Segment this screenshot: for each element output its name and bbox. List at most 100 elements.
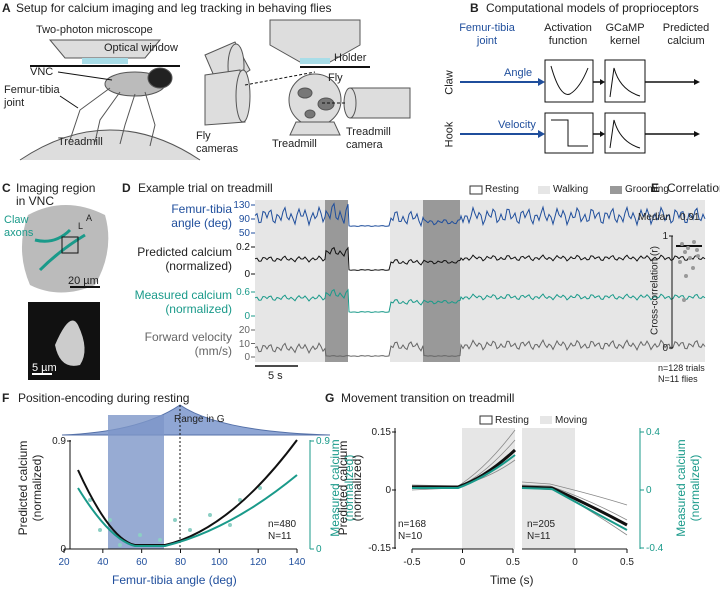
tick-label: 0: [244, 269, 250, 280]
input-label: Velocity: [498, 119, 536, 131]
tick-label: 130: [233, 200, 250, 211]
camera-illustration: [204, 19, 411, 136]
tick-label: 0: [572, 557, 578, 568]
tick-label: 0: [60, 544, 66, 555]
orientation: L: [78, 221, 84, 231]
value: 0.91: [680, 212, 700, 223]
tick-label: 140: [288, 557, 306, 568]
tick-label: 40: [97, 557, 109, 568]
y-label: Cross-correlation (r): [649, 246, 661, 335]
tick-label: 0: [244, 311, 250, 322]
x-label: Femur-tibia angle (deg): [112, 573, 237, 587]
panel-title: Imaging region in VNC: [16, 181, 96, 208]
tick-label: 0.5: [506, 557, 520, 568]
count: N=10: [398, 531, 423, 542]
label: Treadmill camera: [346, 126, 391, 151]
traces: [254, 202, 706, 357]
tick-label: 120: [249, 557, 267, 568]
header: Predicted calcium: [662, 22, 710, 47]
panel-title: Movement transition on treadmill: [341, 391, 515, 405]
scale-label: 5 s: [268, 370, 283, 382]
orientation: A: [86, 213, 93, 223]
tick-label: 100: [210, 557, 228, 568]
label: Treadmill: [272, 138, 317, 150]
trace: [254, 338, 706, 357]
setup-illustration: [19, 39, 201, 161]
behavior-shading: [255, 185, 705, 367]
trace: [254, 246, 706, 271]
row-label: Forward velocity (mm/s): [144, 330, 232, 358]
count: n=205: [527, 519, 556, 530]
header: Activation function: [544, 22, 592, 47]
trace: [254, 202, 706, 228]
panel-title: Position-encoding during resting: [18, 391, 190, 405]
tick-label: 10: [238, 338, 250, 350]
tick-label: 50: [238, 228, 250, 239]
legend-label: Walking: [553, 184, 589, 195]
row-label: Claw: [443, 70, 456, 95]
row-label: Hook: [443, 121, 456, 148]
trace: [254, 288, 706, 313]
label: Claw axons: [4, 214, 34, 239]
row-label: Predicted calcium (normalized): [137, 245, 232, 273]
panel-label: B: [470, 1, 479, 15]
row-label: Measured calcium (normalized): [134, 288, 232, 316]
panel-label: D: [122, 181, 131, 195]
input-label: Angle: [504, 67, 533, 79]
tick-label: -0.4: [646, 543, 664, 554]
tick-label: 0: [244, 352, 250, 363]
label: Femur-tibia joint: [4, 84, 60, 109]
tick-label: 0: [459, 557, 466, 568]
panel-label: G: [325, 391, 335, 405]
tick-label: 80: [174, 557, 187, 568]
label: Fly: [328, 72, 343, 84]
tick-label: 20: [58, 557, 70, 568]
tick-label: 0: [662, 343, 668, 354]
legend-label: Moving: [555, 415, 588, 426]
tick-label: 0.4: [646, 427, 660, 438]
tick-label: 0.9: [316, 436, 330, 447]
panel-label: E: [651, 181, 660, 195]
panel-label: C: [2, 181, 11, 195]
label: Treadmill: [58, 136, 103, 148]
label: Two-photon microscope: [36, 24, 153, 36]
x-label: Time (s): [490, 573, 534, 587]
correlation-plot: [671, 236, 702, 348]
label: Median: [638, 212, 671, 223]
tick-label: 1: [662, 231, 668, 242]
panel-title: Setup for calcium imaging and leg tracki…: [16, 1, 332, 15]
annotation: Range in G: [174, 414, 225, 425]
panel-title: Computational models of proprioceptors: [486, 1, 699, 15]
panel-label: A: [2, 1, 11, 15]
count: N=11: [268, 531, 292, 542]
scale-label: 5 µm: [32, 362, 57, 374]
panel-title: Correlation: [667, 181, 720, 195]
count: N=11 flies: [658, 374, 698, 384]
panel-label: F: [2, 391, 10, 405]
tick-label: -0.15: [368, 543, 391, 554]
panel-title: Example trial on treadmill: [138, 181, 273, 195]
tick-label: 90: [238, 214, 250, 225]
tick-label: 0: [385, 485, 391, 496]
count: n=168: [398, 519, 427, 530]
tick-label: 20: [238, 325, 250, 336]
tick-label: 60: [136, 557, 148, 568]
header: GCaMP kernel: [605, 22, 645, 47]
scale-label: 20 µm: [68, 275, 99, 287]
legend-label: Grooming: [625, 184, 669, 195]
count: N=11: [527, 531, 551, 542]
model-diagram: [460, 59, 700, 154]
tick-label: 0: [646, 485, 652, 496]
label: Optical window: [104, 42, 178, 54]
label: VNC: [30, 66, 54, 78]
tick-label: 0.2: [236, 242, 250, 253]
tick-label: -0.5: [403, 557, 421, 568]
header: Femur-tibia joint: [459, 22, 515, 47]
legend-label: Resting: [485, 184, 519, 195]
count: n=128 trials: [658, 363, 705, 373]
count: n=480: [268, 519, 297, 530]
row-label: Femur-tibia angle (deg): [171, 202, 232, 230]
label: Holder: [334, 52, 367, 64]
